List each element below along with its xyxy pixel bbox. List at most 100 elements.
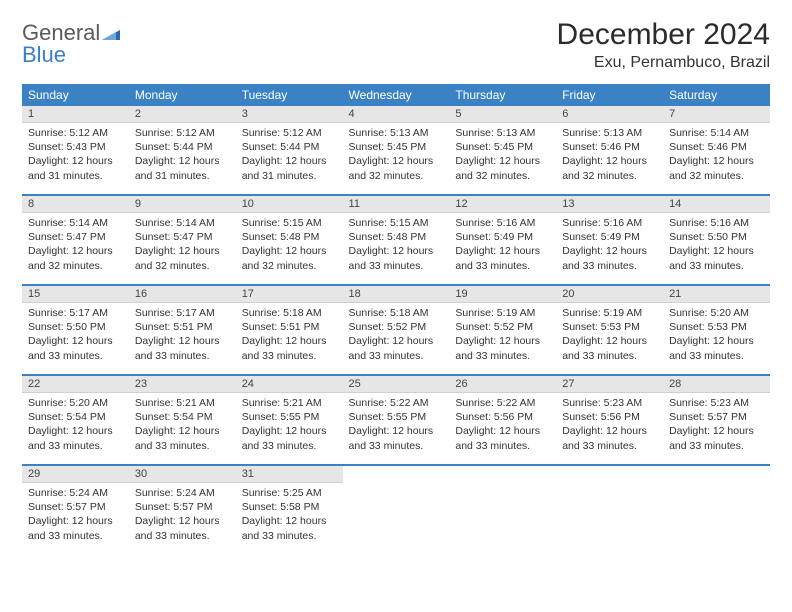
week-row: 22Sunrise: 5:20 AMSunset: 5:54 PMDayligh… (22, 376, 770, 464)
daylight-line: Daylight: 12 hours and 31 minutes. (28, 154, 123, 182)
daylight-line: Daylight: 12 hours and 33 minutes. (669, 244, 764, 272)
day-cell: 3Sunrise: 5:12 AMSunset: 5:44 PMDaylight… (236, 106, 343, 194)
day-number: 23 (129, 376, 236, 393)
sunrise-line: Sunrise: 5:19 AM (455, 306, 550, 320)
day-number: 16 (129, 286, 236, 303)
sunset-line: Sunset: 5:52 PM (455, 320, 550, 334)
day-body: Sunrise: 5:22 AMSunset: 5:55 PMDaylight:… (343, 393, 450, 457)
day-cell: 5Sunrise: 5:13 AMSunset: 5:45 PMDaylight… (449, 106, 556, 194)
day-number: 21 (663, 286, 770, 303)
sunset-line: Sunset: 5:47 PM (135, 230, 230, 244)
day-cell: 7 Sunrise: 5:14 AMSunset: 5:46 PMDaylight… (663, 106, 770, 194)
day-number: 27 (556, 376, 663, 393)
sunset-line: Sunset: 5:49 PM (455, 230, 550, 244)
day-body: Sunrise: 5:18 AMSunset: 5:51 PMDaylight:… (236, 303, 343, 367)
sunrise-line: Sunrise: 5:14 AM (669, 126, 764, 140)
weekday-header: Sunday (22, 84, 129, 106)
sunrise-line: Sunrise: 5:12 AM (242, 126, 337, 140)
day-number: 18 (343, 286, 450, 303)
day-body: Sunrise: 5:12 AMSunset: 5:43 PMDaylight:… (22, 123, 129, 187)
day-body: Sunrise: 5:23 AMSunset: 5:57 PMDaylight:… (663, 393, 770, 457)
sunrise-line: Sunrise: 5:13 AM (349, 126, 444, 140)
sunset-line: Sunset: 5:44 PM (135, 140, 230, 154)
sunset-line: Sunset: 5:53 PM (669, 320, 764, 334)
day-cell: .. (556, 466, 663, 554)
day-body: Sunrise: 5:18 AMSunset: 5:52 PMDaylight:… (343, 303, 450, 367)
day-body: Sunrise: 5:14 AMSunset: 5:47 PMDaylight:… (22, 213, 129, 277)
day-body: Sunrise: 5:17 AMSunset: 5:50 PMDaylight:… (22, 303, 129, 367)
day-body: Sunrise: 5:19 AMSunset: 5:52 PMDaylight:… (449, 303, 556, 367)
day-body: Sunrise: 5:13 AMSunset: 5:46 PMDaylight:… (556, 123, 663, 187)
day-cell: 13Sunrise: 5:16 AMSunset: 5:49 PMDayligh… (556, 196, 663, 284)
daylight-line: Daylight: 12 hours and 33 minutes. (455, 244, 550, 272)
day-cell: 20Sunrise: 5:19 AMSunset: 5:53 PMDayligh… (556, 286, 663, 374)
sunset-line: Sunset: 5:57 PM (669, 410, 764, 424)
weekday-header: Wednesday (343, 84, 450, 106)
sunrise-line: Sunrise: 5:13 AM (455, 126, 550, 140)
daylight-line: Daylight: 12 hours and 32 minutes. (242, 244, 337, 272)
day-number: 20 (556, 286, 663, 303)
sunset-line: Sunset: 5:54 PM (135, 410, 230, 424)
day-body: Sunrise: 5:15 AMSunset: 5:48 PMDaylight:… (236, 213, 343, 277)
month-title: December 2024 (557, 18, 770, 52)
day-body: Sunrise: 5:24 AMSunset: 5:57 PMDaylight:… (22, 483, 129, 547)
sunrise-line: Sunrise: 5:21 AM (242, 396, 337, 410)
day-cell: 10Sunrise: 5:15 AMSunset: 5:48 PMDayligh… (236, 196, 343, 284)
day-number: 11 (343, 196, 450, 213)
day-body: Sunrise: 5:20 AMSunset: 5:53 PMDaylight:… (663, 303, 770, 367)
daylight-line: Daylight: 12 hours and 32 minutes. (562, 154, 657, 182)
day-cell: 24Sunrise: 5:21 AMSunset: 5:55 PMDayligh… (236, 376, 343, 464)
day-number: 25 (343, 376, 450, 393)
sunset-line: Sunset: 5:52 PM (349, 320, 444, 334)
day-body: Sunrise: 5:22 AMSunset: 5:56 PMDaylight:… (449, 393, 556, 457)
sunrise-line: Sunrise: 5:22 AM (349, 396, 444, 410)
weekday-header: Thursday (449, 84, 556, 106)
sunrise-line: Sunrise: 5:22 AM (455, 396, 550, 410)
day-cell: 19Sunrise: 5:19 AMSunset: 5:52 PMDayligh… (449, 286, 556, 374)
weekday-header: Tuesday (236, 84, 343, 106)
day-number: 7 (663, 106, 770, 123)
weekday-header: Friday (556, 84, 663, 106)
sunrise-line: Sunrise: 5:24 AM (28, 486, 123, 500)
sunset-line: Sunset: 5:43 PM (28, 140, 123, 154)
sunset-line: Sunset: 5:45 PM (455, 140, 550, 154)
sunrise-line: Sunrise: 5:16 AM (562, 216, 657, 230)
flag-icon (102, 22, 120, 44)
daylight-line: Daylight: 12 hours and 32 minutes. (669, 154, 764, 182)
sunset-line: Sunset: 5:47 PM (28, 230, 123, 244)
day-body: Sunrise: 5:25 AMSunset: 5:58 PMDaylight:… (236, 483, 343, 547)
daylight-line: Daylight: 12 hours and 33 minutes. (349, 334, 444, 362)
day-cell: 30Sunrise: 5:24 AMSunset: 5:57 PMDayligh… (129, 466, 236, 554)
day-body: Sunrise: 5:21 AMSunset: 5:54 PMDaylight:… (129, 393, 236, 457)
sunset-line: Sunset: 5:48 PM (349, 230, 444, 244)
calendar-body: 1Sunrise: 5:12 AMSunset: 5:43 PMDaylight… (22, 106, 770, 554)
day-body: Sunrise: 5:21 AMSunset: 5:55 PMDaylight:… (236, 393, 343, 457)
day-cell: .. (663, 466, 770, 554)
sunset-line: Sunset: 5:46 PM (669, 140, 764, 154)
brand-part2: Blue (22, 42, 66, 67)
daylight-line: Daylight: 12 hours and 31 minutes. (135, 154, 230, 182)
day-cell: 29Sunrise: 5:24 AMSunset: 5:57 PMDayligh… (22, 466, 129, 554)
sunset-line: Sunset: 5:56 PM (455, 410, 550, 424)
day-number: 8 (22, 196, 129, 213)
daylight-line: Daylight: 12 hours and 32 minutes. (135, 244, 230, 272)
day-number: 13 (556, 196, 663, 213)
day-number: 24 (236, 376, 343, 393)
day-number: 29 (22, 466, 129, 483)
day-number: 15 (22, 286, 129, 303)
day-number: 31 (236, 466, 343, 483)
day-cell: 28Sunrise: 5:23 AMSunset: 5:57 PMDayligh… (663, 376, 770, 464)
day-cell: 15Sunrise: 5:17 AMSunset: 5:50 PMDayligh… (22, 286, 129, 374)
sunset-line: Sunset: 5:51 PM (135, 320, 230, 334)
daylight-line: Daylight: 12 hours and 33 minutes. (455, 424, 550, 452)
day-cell: 23Sunrise: 5:21 AMSunset: 5:54 PMDayligh… (129, 376, 236, 464)
day-cell: 1Sunrise: 5:12 AMSunset: 5:43 PMDaylight… (22, 106, 129, 194)
sunset-line: Sunset: 5:45 PM (349, 140, 444, 154)
sunset-line: Sunset: 5:57 PM (28, 500, 123, 514)
day-cell: 14Sunrise: 5:16 AMSunset: 5:50 PMDayligh… (663, 196, 770, 284)
sunrise-line: Sunrise: 5:20 AM (28, 396, 123, 410)
daylight-line: Daylight: 12 hours and 33 minutes. (135, 334, 230, 362)
sunset-line: Sunset: 5:50 PM (669, 230, 764, 244)
sunrise-line: Sunrise: 5:16 AM (455, 216, 550, 230)
daylight-line: Daylight: 12 hours and 31 minutes. (242, 154, 337, 182)
